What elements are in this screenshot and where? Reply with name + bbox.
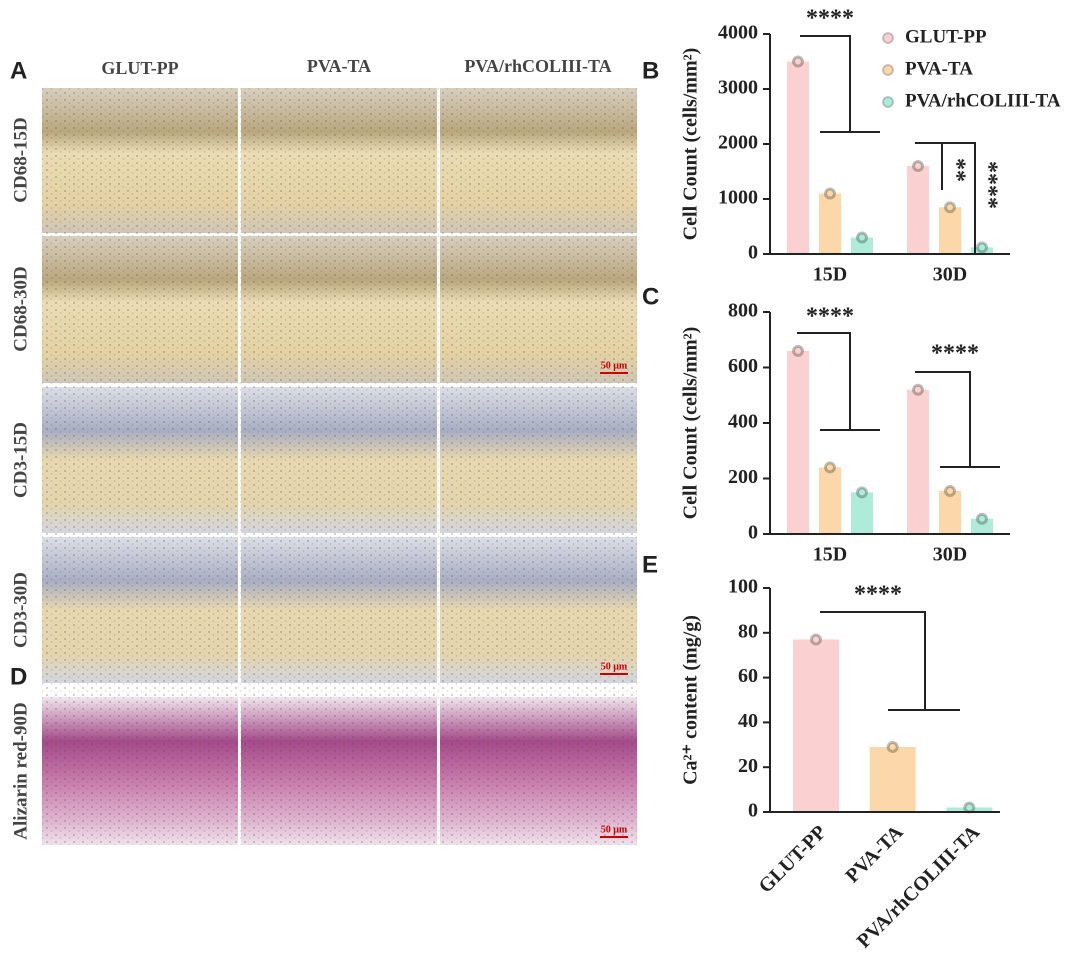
data-point <box>912 160 924 172</box>
panel-label: A <box>10 57 27 84</box>
data-point <box>886 741 899 754</box>
significance-label: **** <box>975 161 1001 209</box>
legend-label: GLUT-PP <box>905 26 987 47</box>
scale-label: 50 μm <box>601 661 628 672</box>
bar <box>819 467 841 534</box>
data-point <box>963 801 976 814</box>
y-tick-label: 60 <box>738 665 758 687</box>
bar <box>851 492 873 534</box>
axis <box>769 34 1010 255</box>
data-point <box>856 486 868 499</box>
y-tick-label: 100 <box>728 576 758 598</box>
bar <box>939 207 961 254</box>
significance-bracket <box>800 35 976 255</box>
panel-label: D <box>10 663 27 690</box>
y-axis-label: Cell Count (cells/mm²) <box>680 48 702 241</box>
column-label: PVA-TA <box>307 56 371 76</box>
y-tick-label: 0 <box>748 242 758 264</box>
y-tick-label: 80 <box>738 620 758 642</box>
bar <box>907 166 929 254</box>
y-tick-label: 1000 <box>718 187 758 209</box>
data-point <box>792 344 804 357</box>
y-tick-label: 40 <box>738 710 758 732</box>
bar <box>793 639 839 812</box>
bar <box>939 490 961 534</box>
bar <box>971 518 993 534</box>
row-label: Alizarin red-90D <box>10 702 31 839</box>
row-label: CD68-15D <box>10 117 31 203</box>
y-tick-label: 800 <box>728 300 758 322</box>
x-tick-label: PVA-TA <box>841 821 907 887</box>
column-label: GLUT-PP <box>101 58 178 78</box>
data-point <box>976 241 988 254</box>
x-tick-label: 15D <box>813 264 847 286</box>
y-tick-label: 0 <box>748 800 758 822</box>
data-point <box>944 201 956 214</box>
legend-marker <box>882 96 894 108</box>
data-point <box>792 55 804 68</box>
micrographs: 50 μm 50 μm 50 μm <box>42 88 637 845</box>
legend-marker <box>882 64 894 76</box>
x-tick-label: 15D <box>813 544 847 566</box>
significance-bracket <box>797 332 1000 468</box>
data-point <box>856 231 868 244</box>
legend-marker <box>882 32 894 44</box>
y-tick-label: 4000 <box>718 22 758 44</box>
bar <box>869 747 916 812</box>
data-point <box>912 383 924 396</box>
axis <box>769 312 1010 535</box>
bar <box>787 350 809 534</box>
y-tick-label: 20 <box>738 755 758 777</box>
y-tick-label: 400 <box>728 411 758 433</box>
bar <box>851 237 873 254</box>
y-tick-label: 200 <box>728 466 758 488</box>
legend-label: PVA-TA <box>905 58 973 79</box>
x-tick-label: GLUT-PP <box>754 821 830 897</box>
y-tick-label: 2000 <box>718 132 758 154</box>
panel-label: B <box>642 57 659 84</box>
x-tick-label: 30D <box>933 264 967 286</box>
legend-label: PVA/rhCOLIII-TA <box>905 90 1061 111</box>
column-label: PVA/rhCOLIII-TA <box>464 56 611 76</box>
row-label: CD3-30D <box>10 572 31 648</box>
significance-label: **** <box>931 341 979 367</box>
y-tick-label: 600 <box>728 355 758 377</box>
data-point <box>824 461 836 474</box>
scale-label: 50 μm <box>601 360 628 371</box>
panel-label: E <box>642 551 658 578</box>
scale-label: 50 μm <box>601 824 628 835</box>
data-point <box>944 484 956 497</box>
bar <box>819 193 841 254</box>
significance-label: ** <box>943 158 969 182</box>
significance-bracket <box>820 611 960 711</box>
y-axis-label: Cell Count (cells/mm²) <box>680 327 702 520</box>
panel-label: C <box>642 283 659 310</box>
bar <box>907 389 929 534</box>
data-point <box>810 633 822 646</box>
y-axis-label: Ca²⁺ content (mg/g) <box>680 615 702 785</box>
data-point <box>824 187 836 200</box>
texture <box>42 88 637 845</box>
axis <box>769 588 1000 813</box>
significance-label: **** <box>806 304 854 330</box>
row-label: CD3-15D <box>10 422 31 498</box>
significance-label: **** <box>806 6 854 32</box>
x-tick-label: 30D <box>933 544 967 566</box>
y-tick-label: 3000 <box>718 77 758 99</box>
y-tick-label: 0 <box>748 522 758 544</box>
data-point <box>976 512 988 525</box>
significance-label: **** <box>854 582 902 608</box>
bar <box>787 61 809 254</box>
row-label: CD68-30D <box>10 266 31 352</box>
